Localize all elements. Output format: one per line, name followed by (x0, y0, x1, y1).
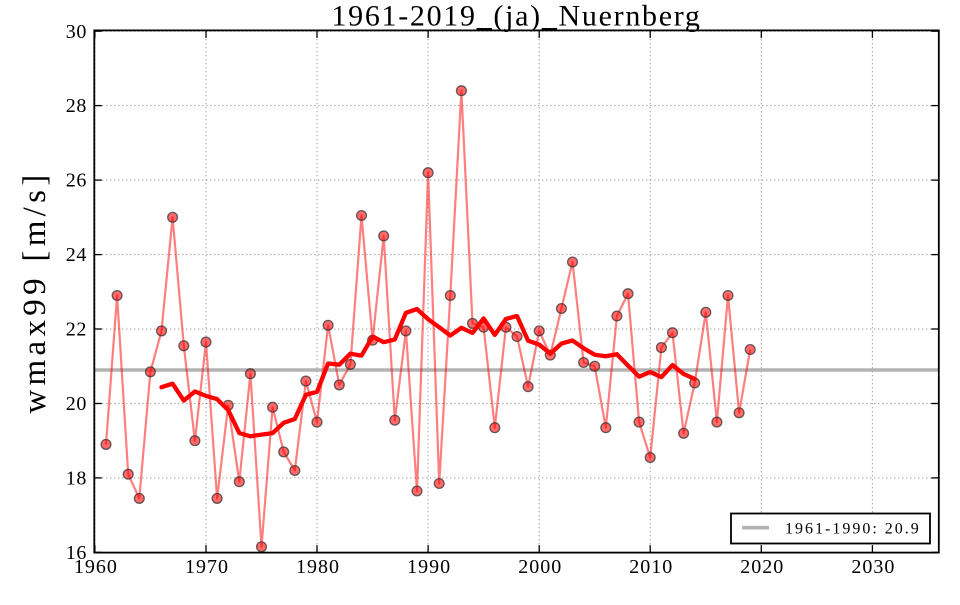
svg-text:2010: 2010 (629, 556, 673, 578)
svg-text:2000: 2000 (518, 556, 562, 578)
svg-text:20: 20 (66, 393, 87, 415)
svg-text:2020: 2020 (740, 556, 784, 578)
svg-text:30: 30 (66, 21, 87, 43)
svg-text:wmax99 [m/s]: wmax99 [m/s] (17, 170, 53, 413)
svg-text:1960: 1960 (74, 556, 118, 578)
svg-text:2030: 2030 (851, 556, 895, 578)
svg-text:1990: 1990 (407, 556, 451, 578)
svg-text:28: 28 (66, 95, 87, 117)
svg-text:1970: 1970 (185, 556, 229, 578)
svg-text:18: 18 (66, 468, 87, 490)
svg-text:1980: 1980 (296, 556, 340, 578)
svg-text:1961-2019_(ja)_Nuernberg: 1961-2019_(ja)_Nuernberg (331, 0, 701, 32)
svg-text:16: 16 (66, 542, 87, 564)
svg-text:26: 26 (66, 170, 87, 192)
svg-text:1961-1990: 20.9: 1961-1990: 20.9 (785, 521, 921, 538)
svg-text:22: 22 (66, 319, 87, 341)
svg-text:24: 24 (66, 244, 87, 266)
